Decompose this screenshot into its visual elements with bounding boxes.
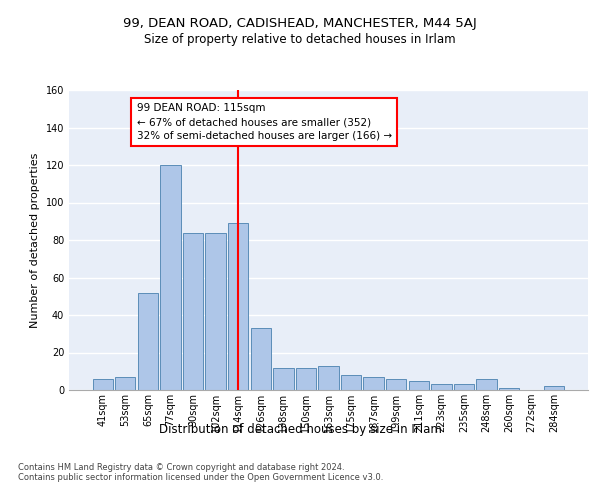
Bar	[273, 368, 293, 390]
Bar	[92, 379, 113, 390]
Bar	[341, 375, 361, 390]
Bar	[544, 386, 565, 390]
Bar	[205, 232, 226, 390]
Bar	[251, 328, 271, 390]
Bar	[183, 232, 203, 390]
Text: Size of property relative to detached houses in Irlam: Size of property relative to detached ho…	[144, 32, 456, 46]
Text: 99 DEAN ROAD: 115sqm
← 67% of detached houses are smaller (352)
32% of semi-deta: 99 DEAN ROAD: 115sqm ← 67% of detached h…	[137, 103, 392, 141]
Bar	[160, 165, 181, 390]
Bar	[409, 380, 429, 390]
Bar	[296, 368, 316, 390]
Bar	[431, 384, 452, 390]
Bar	[386, 379, 406, 390]
Y-axis label: Number of detached properties: Number of detached properties	[30, 152, 40, 328]
Bar	[476, 379, 497, 390]
Bar	[138, 292, 158, 390]
Text: Contains HM Land Registry data © Crown copyright and database right 2024.
Contai: Contains HM Land Registry data © Crown c…	[18, 462, 383, 482]
Bar	[115, 377, 136, 390]
Bar	[228, 223, 248, 390]
Bar	[319, 366, 338, 390]
Bar	[364, 377, 384, 390]
Bar	[499, 388, 519, 390]
Text: 99, DEAN ROAD, CADISHEAD, MANCHESTER, M44 5AJ: 99, DEAN ROAD, CADISHEAD, MANCHESTER, M4…	[123, 18, 477, 30]
Text: Distribution of detached houses by size in Irlam: Distribution of detached houses by size …	[158, 422, 442, 436]
Bar	[454, 384, 474, 390]
